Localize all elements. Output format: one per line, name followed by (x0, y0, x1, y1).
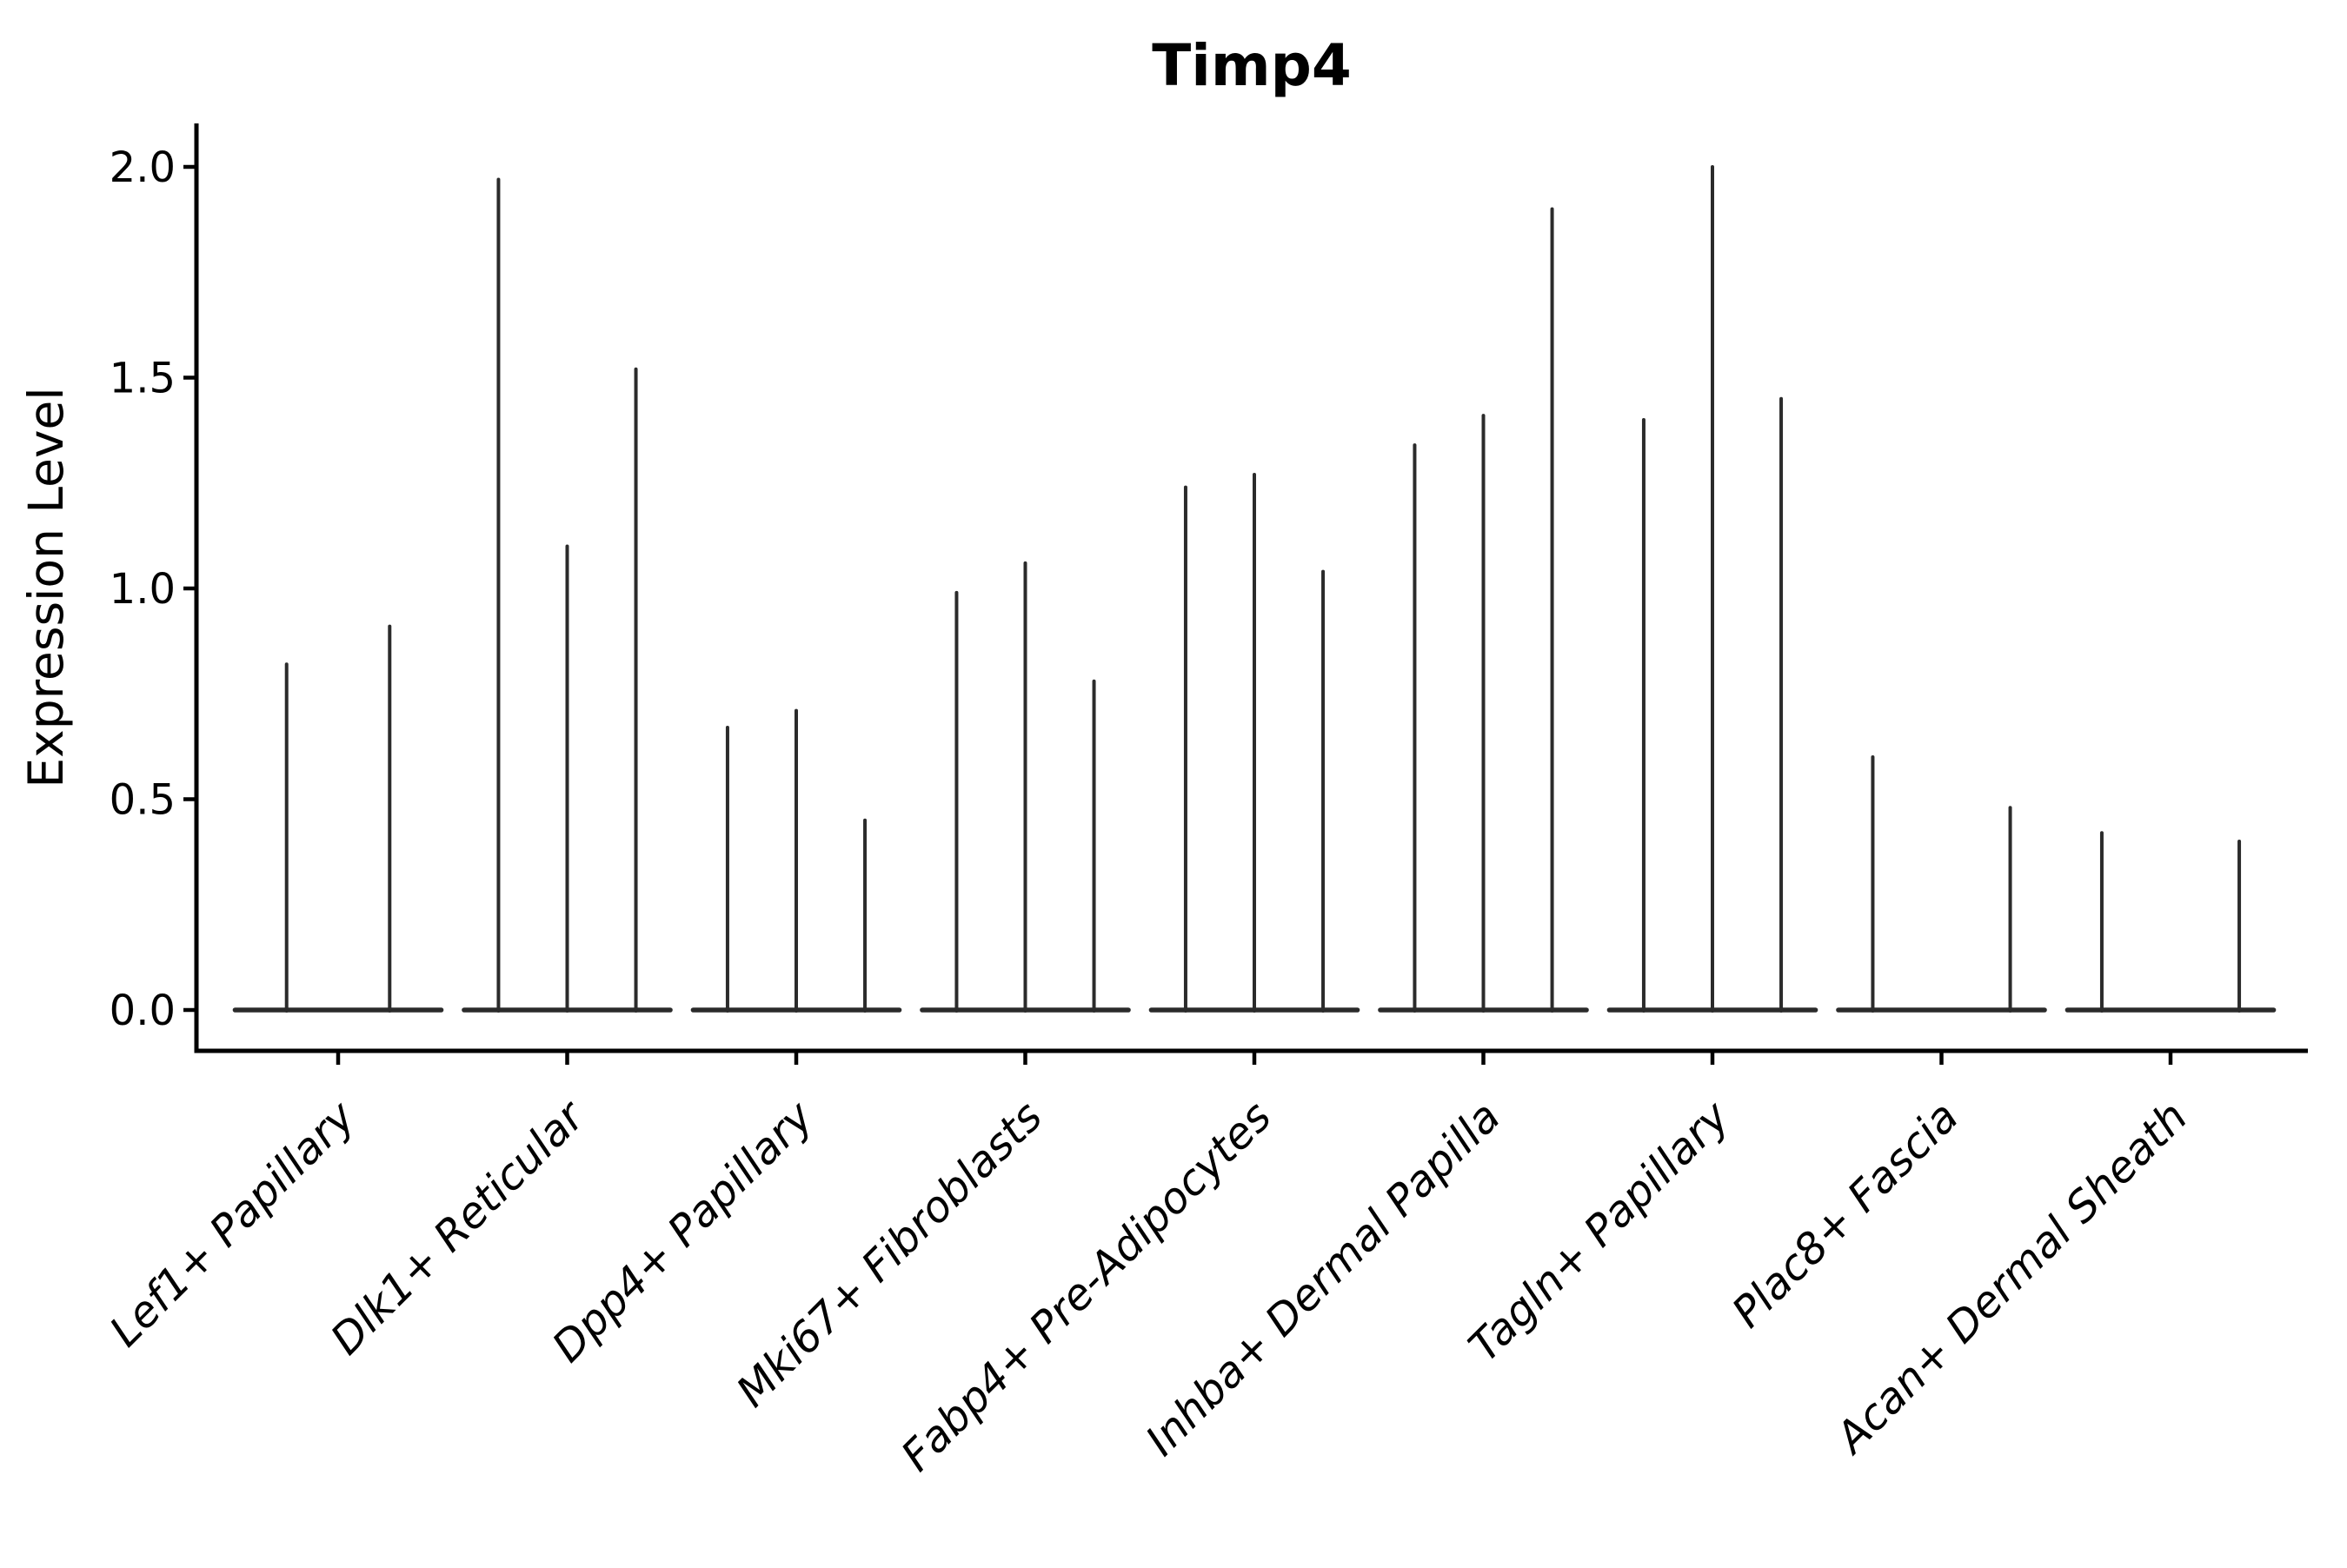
violin-group (1148, 473, 1360, 1013)
violin-group (690, 708, 902, 1013)
violin-group (462, 177, 673, 1013)
violin-group (1836, 755, 2047, 1013)
x-tick-label: Dlk1+ Reticular (321, 1090, 595, 1364)
chart-title: Timp4 (1152, 32, 1352, 99)
violin-group (1378, 207, 1589, 1013)
violin-group (232, 624, 444, 1013)
violin-group (920, 561, 1131, 1013)
x-tick-label: Fabp4+ Pre-Adipocytes (892, 1092, 1281, 1481)
x-axis-ticks (336, 1051, 2173, 1065)
y-axis-ticks: 2.0 1.5 1.0 0.5 0.0 (110, 143, 196, 1035)
violins (232, 165, 2277, 1013)
y-tick-label: 1.0 (110, 565, 176, 614)
y-tick-label: 0.5 (110, 776, 176, 825)
violin-group (2064, 831, 2277, 1013)
x-tick-label: Lef1+ Papillary (100, 1091, 365, 1356)
x-tick-label: Plac8+ Fascia (1723, 1092, 1968, 1337)
y-tick-label: 2.0 (110, 143, 176, 192)
y-tick-label: 0.0 (110, 987, 176, 1035)
y-tick-label: 1.5 (110, 355, 176, 403)
y-axis-label: Expression Level (18, 387, 74, 787)
violin-group (1606, 165, 1818, 1013)
